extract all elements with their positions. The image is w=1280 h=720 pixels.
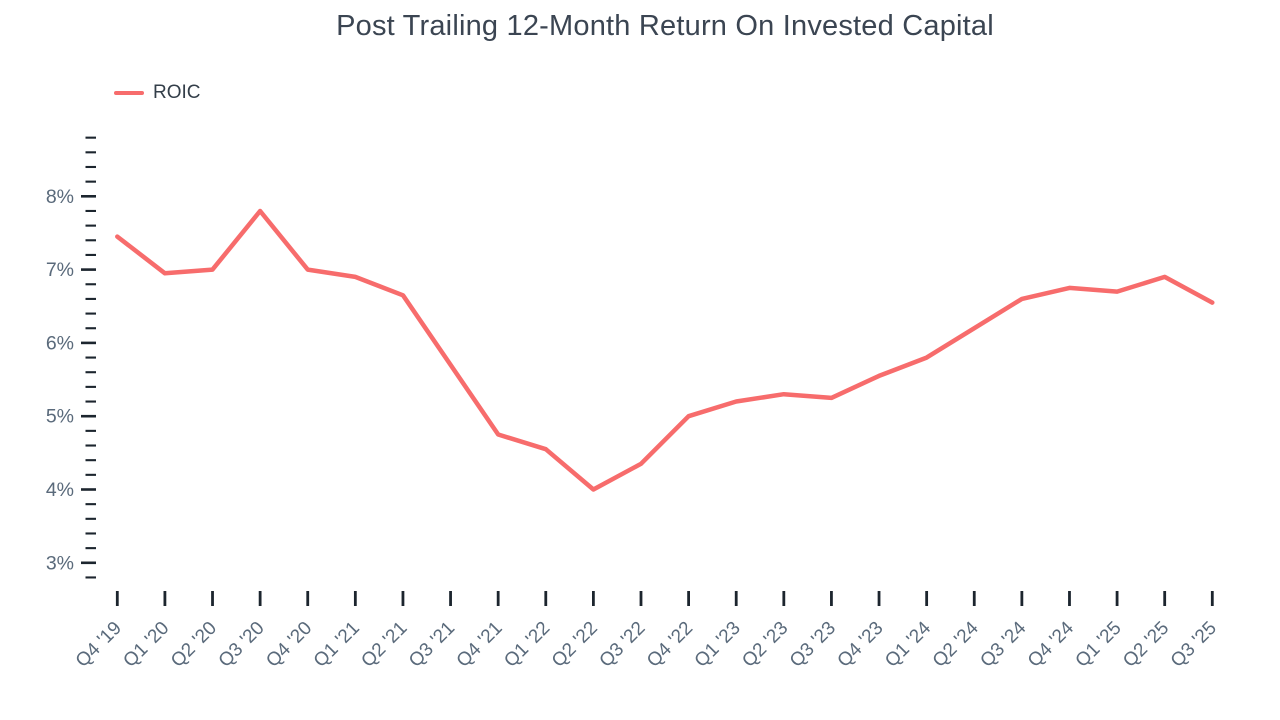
x-axis-label: Q4 '20 [262, 618, 316, 672]
x-axis-label: Q1 '25 [1072, 618, 1126, 672]
y-axis-ticks [81, 136, 96, 579]
x-axis-label: Q2 '25 [1119, 618, 1173, 672]
x-axis-label: Q1 '20 [119, 618, 173, 672]
y-axis-label: 3% [46, 552, 74, 574]
x-axis-label: Q1 '24 [881, 617, 935, 671]
y-axis-label: 7% [46, 259, 74, 281]
x-axis-label: Q4 '19 [72, 618, 126, 672]
x-axis-label: Q3 '21 [405, 618, 459, 672]
y-axis-labels: 8% 7% 6% 5% 4% 3% [46, 186, 74, 574]
x-axis-label: Q2 '20 [167, 618, 221, 672]
x-axis-label: Q2 '24 [929, 617, 983, 671]
x-axis-label: Q4 '21 [453, 618, 507, 672]
x-axis-label: Q1 '21 [310, 618, 364, 672]
x-axis-label: Q3 '25 [1167, 618, 1221, 672]
x-axis-label: Q1 '23 [691, 618, 745, 672]
legend-label: ROIC [153, 82, 201, 103]
x-axis-label: Q3 '24 [976, 617, 1030, 671]
x-axis-label: Q3 '20 [215, 618, 269, 672]
y-axis-label: 5% [46, 406, 74, 428]
y-axis-label: 8% [46, 186, 74, 208]
roic-series-line [115, 208, 1215, 492]
chart-title: Post Trailing 12-Month Return On Investe… [336, 10, 994, 42]
y-axis-label: 6% [46, 332, 74, 354]
y-axis-label: 4% [46, 479, 74, 501]
x-axis-label: Q2 '23 [738, 618, 792, 672]
x-axis-label: Q1 '22 [500, 618, 554, 672]
x-axis-label: Q4 '22 [643, 618, 697, 672]
x-axis-ticks [115, 591, 1214, 606]
x-axis-label: Q3 '22 [596, 618, 650, 672]
legend-item-roic[interactable]: ROIC [114, 81, 201, 105]
legend-line-swatch [114, 91, 144, 95]
x-axis-label: Q4 '23 [834, 618, 888, 672]
x-axis-label: Q3 '23 [786, 618, 840, 672]
x-axis-label: Q2 '21 [357, 618, 411, 672]
x-axis-label: Q2 '22 [548, 618, 602, 672]
x-axis-label: Q4 '24 [1024, 617, 1078, 671]
